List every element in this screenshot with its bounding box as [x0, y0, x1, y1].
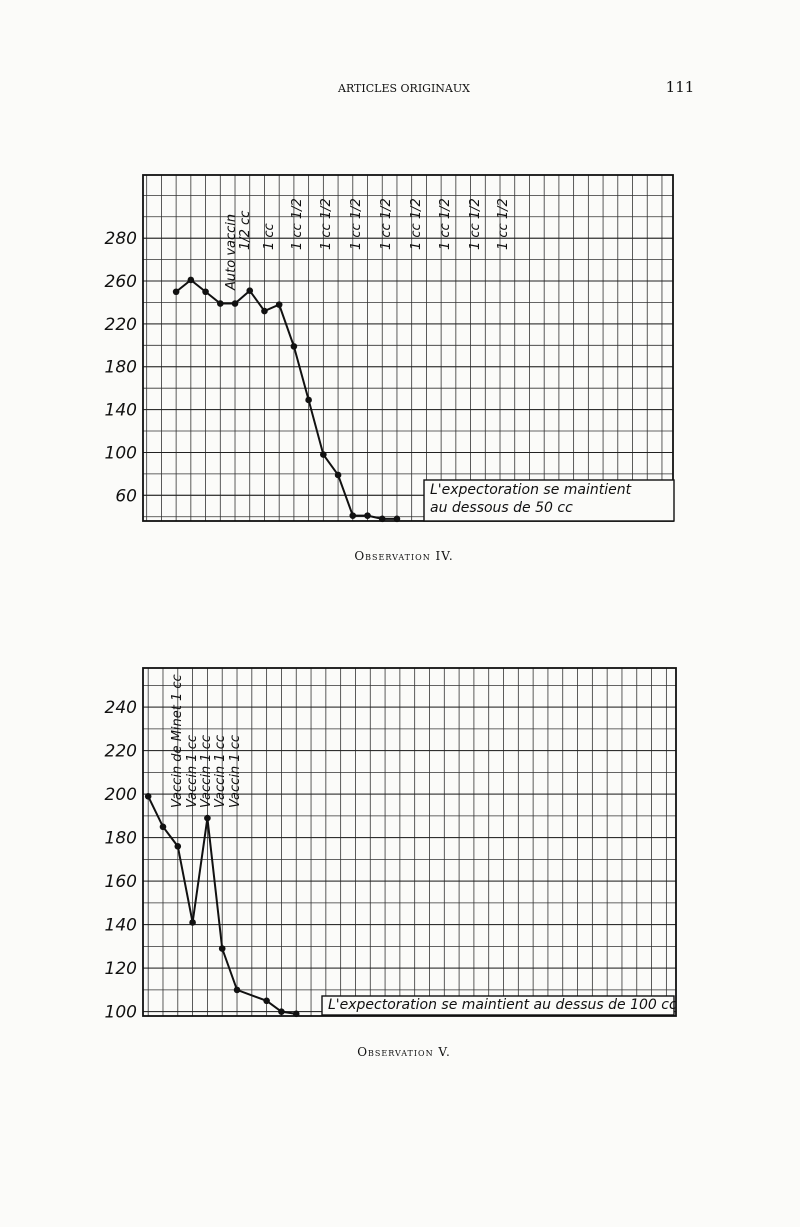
dose-annotation: 1 cc 1/2 — [349, 198, 364, 250]
data-point — [174, 843, 182, 850]
dose-annotation: Vaccin 1 cc — [213, 735, 228, 808]
dose-annotation: 1 cc 1/2 — [379, 198, 394, 250]
dose-annotation: 1 cc 1/2 — [290, 198, 305, 250]
data-point — [275, 301, 283, 308]
plot-frame — [142, 667, 677, 1017]
dose-annotation: 1 cc 1/2 — [319, 198, 334, 250]
dose-annotation: 1/2 cc — [238, 211, 253, 250]
y-tick-label: 280 — [105, 229, 137, 249]
data-point — [393, 515, 401, 523]
data-point — [159, 823, 167, 831]
y-tick-label: 140 — [105, 916, 137, 936]
data-point — [364, 512, 371, 519]
dose-annotation: Vaccin 1 cc — [185, 735, 200, 808]
note-box — [423, 479, 675, 522]
y-tick-label: 100 — [105, 443, 137, 463]
data-point — [144, 793, 152, 800]
data-point — [349, 512, 357, 519]
series-line — [175, 278, 397, 520]
dose-annotation: 1 cc 1/2 — [468, 198, 483, 250]
data-point — [231, 300, 239, 307]
running-title: ARTICLES ORIGINAUX — [337, 82, 470, 95]
data-point — [305, 396, 312, 404]
data-point — [204, 814, 211, 822]
dose-annotation: Vaccin 1 cc — [228, 735, 243, 808]
dose-annotation: 1 cc 1/2 — [438, 198, 453, 250]
dose-annotation: Vaccin de Minet 1 cc — [170, 674, 185, 808]
series-line — [147, 795, 297, 1015]
y-tick-label: 240 — [105, 698, 137, 718]
y-tick-label: 140 — [105, 401, 137, 421]
y-tick-label: 200 — [105, 785, 137, 805]
data-point — [263, 997, 270, 1005]
data-point — [216, 300, 224, 307]
data-point — [320, 451, 327, 458]
y-tick-label: 60 — [115, 486, 137, 506]
plot-frame — [142, 174, 674, 522]
dose-annotation: Vaccin 1 cc — [199, 735, 214, 808]
dose-annotation: Auto vaccin — [224, 214, 239, 291]
dose-annotation: 1 cc 1/2 — [409, 198, 424, 250]
data-point — [218, 945, 226, 952]
note-box — [321, 995, 675, 1016]
y-tick-label: 160 — [105, 872, 137, 892]
data-point — [246, 287, 254, 294]
dose-annotation: 1 cc 1/2 — [496, 198, 511, 250]
y-tick-label: 100 — [105, 1003, 137, 1023]
y-tick-label: 120 — [105, 959, 137, 979]
data-point — [202, 288, 209, 296]
data-point — [189, 919, 196, 926]
chart-caption: Observation IV. — [354, 549, 453, 563]
note-text: L'expectoration se maintient au dessus d… — [328, 997, 677, 1013]
data-point — [261, 307, 268, 315]
y-tick-label: 180 — [105, 829, 137, 849]
page-number: 111 — [666, 78, 695, 96]
chart-caption: Observation V. — [357, 1045, 451, 1059]
y-tick-label: 260 — [105, 272, 137, 292]
y-tick-label: 180 — [105, 358, 137, 378]
data-point — [290, 343, 298, 350]
data-point — [278, 1008, 285, 1015]
y-tick-label: 220 — [105, 742, 137, 762]
data-point — [187, 276, 195, 284]
note-text: L'expectoration se maintient — [430, 482, 632, 498]
y-tick-label: 220 — [105, 315, 137, 335]
note-text: au dessous de 50 cc — [430, 500, 573, 516]
dose-annotation: 1 cc — [262, 223, 277, 250]
data-point — [378, 515, 386, 523]
data-point — [233, 986, 241, 994]
data-point — [334, 471, 342, 479]
data-point — [292, 1010, 300, 1018]
data-point — [172, 288, 180, 296]
